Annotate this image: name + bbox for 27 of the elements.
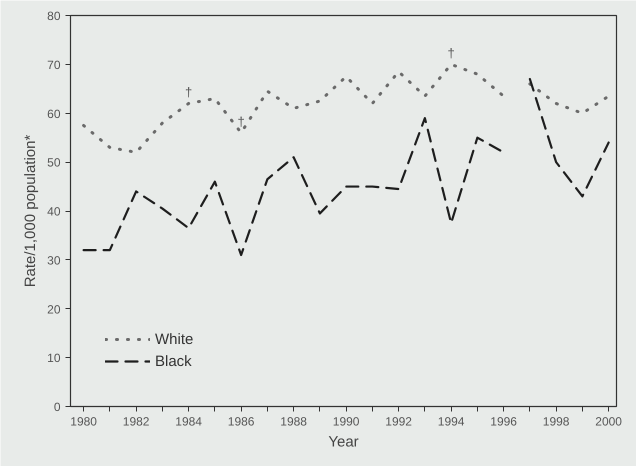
annotation: † [185, 84, 192, 100]
y-tick-label: 30 [47, 253, 61, 268]
y-tick-label: 0 [54, 400, 61, 414]
legend-label: White [155, 330, 194, 348]
y-tick-label: 50 [47, 156, 61, 170]
x-tick-label: 1990 [332, 414, 360, 428]
x-tick-label: 1984 [175, 414, 202, 428]
x-tick-label: 1994 [438, 414, 465, 428]
x-tick-label: 1986 [228, 414, 255, 428]
y-tick-label: 80 [47, 9, 61, 23]
x-tick-label: 1992 [385, 414, 412, 428]
x-tick-label: 2000 [595, 414, 622, 428]
legend-label: Black [155, 352, 192, 370]
x-tick-label: 1988 [280, 414, 308, 428]
y-tick-label: 10 [47, 351, 61, 366]
x-tick-label: 1996 [490, 414, 518, 428]
y-tick-label: 40 [47, 204, 61, 218]
x-tick-label: 1980 [70, 414, 98, 428]
annotation: † [238, 114, 245, 129]
x-axis-title: Year [328, 434, 359, 450]
y-tick-label: 20 [47, 302, 61, 316]
x-tick-label: 1982 [122, 414, 150, 428]
y-tick-label: 60 [47, 106, 61, 121]
annotation: † [448, 45, 455, 60]
x-tick-label: 1998 [542, 414, 570, 428]
y-axis-title: Rate/1,000 population* [22, 134, 40, 288]
y-tick-label: 70 [47, 58, 61, 72]
